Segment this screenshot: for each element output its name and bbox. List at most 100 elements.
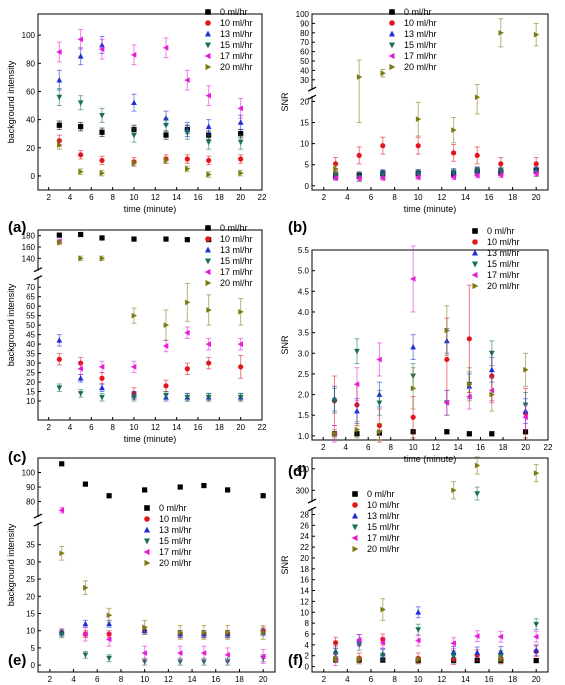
data-point [356,175,362,182]
y-tick-label: 3.0 [298,349,310,358]
data-point [177,629,184,636]
data-point [376,356,382,363]
x-axis-title: time (minute) [404,204,457,214]
legend-marker [204,258,212,265]
x-tick-label: 12 [437,675,446,684]
legend-marker [351,524,359,531]
data-point [82,481,88,487]
x-tick-label: 2 [321,443,326,452]
x-tick-label: 8 [392,193,397,202]
x-tick-label: 12 [431,443,440,452]
data-point [474,462,481,469]
legend-entry: 15 ml/hr [487,259,520,269]
legend-marker [351,534,358,542]
legend-marker [205,225,211,231]
legend-marker [472,282,479,290]
series-20-ml-hr [56,239,244,341]
x-tick-label: 8 [110,193,115,202]
y-tick-label: 50 [300,57,309,66]
y-tick-label: 5 [31,644,36,653]
data-point [489,431,495,437]
x-tick-label: 6 [89,193,94,202]
data-point [131,99,137,106]
data-point [450,170,457,176]
x-tick-label: 6 [369,193,374,202]
data-point [333,640,339,646]
series-13-ml-hr [56,36,244,137]
data-point [474,94,481,101]
series-0-ml-hr [333,657,539,664]
legend-entry: 10 ml/hr [220,234,253,244]
y-tick-label: 5 [305,161,310,170]
data-point [162,44,169,51]
legend-entry: 17 ml/hr [487,270,520,280]
data-point [260,653,266,660]
y-tick-label: 55 [26,312,35,321]
data-point [444,356,450,363]
data-point [163,157,170,164]
x-tick-label: 16 [476,443,485,452]
data-point [56,337,63,343]
y-tick-label: 40 [300,66,309,75]
data-point [410,414,416,420]
legend-entry: 20 ml/hr [487,281,520,291]
legend-entry: 17 ml/hr [159,547,192,557]
data-point [106,493,112,499]
data-point [356,74,363,80]
data-point [56,122,62,128]
legend-marker [144,516,150,522]
y-tick-label: 15 [26,388,35,397]
data-point [58,507,65,514]
x-tick-label: 20 [532,675,541,684]
data-point [466,336,472,342]
x-tick-label: 10 [130,193,139,202]
y-axis-title: background intensity [6,283,16,366]
series-17-ml-hr [332,170,539,182]
x-tick-label: 4 [71,675,76,684]
legend-marker [205,9,211,15]
y-tick-label: 65 [26,293,35,302]
legend-marker [204,42,212,49]
y-tick-label: 80 [26,498,35,507]
x-tick-label: 18 [508,193,517,202]
data-point [78,168,84,175]
y-tick-label: 14 [300,587,309,596]
data-point [163,236,169,242]
data-point [474,633,480,640]
y-tick-label: 90 [300,19,309,28]
x-tick-label: 6 [89,423,94,432]
y-tick-label: 140 [22,254,36,263]
data-point [184,77,190,84]
legend-entry: 10 ml/hr [159,514,192,524]
legend-marker [143,548,150,556]
y-tick-label: 24 [300,532,309,541]
legend-entry: 10 ml/hr [487,237,520,247]
legend-entry: 15 ml/hr [367,522,400,532]
legend-marker [389,63,396,71]
x-tick-label: 18 [499,443,508,452]
legend-marker [205,279,212,287]
data-point [488,350,495,357]
legend-entry: 15 ml/hr [159,536,192,546]
y-tick-label: 18 [300,565,309,574]
data-point [379,172,386,178]
y-tick-label: 60 [300,48,309,57]
data-point [99,384,105,391]
data-point [379,652,386,659]
y-tick-label: 25 [26,575,35,584]
data-point [237,105,244,112]
y-tick-label: 10 [26,627,35,636]
legend-entry: 0 ml/hr [487,226,515,236]
data-point [184,394,191,401]
legend-marker [143,526,151,533]
x-tick-label: 22 [258,423,267,432]
legend-entry: 13 ml/hr [159,525,192,535]
data-point [497,169,504,175]
data-point [82,652,89,658]
data-point [99,235,105,241]
data-point [474,172,480,179]
y-tick-label: 8 [305,619,310,628]
legend-marker [144,559,151,567]
y-tick-label: 12 [300,597,309,606]
